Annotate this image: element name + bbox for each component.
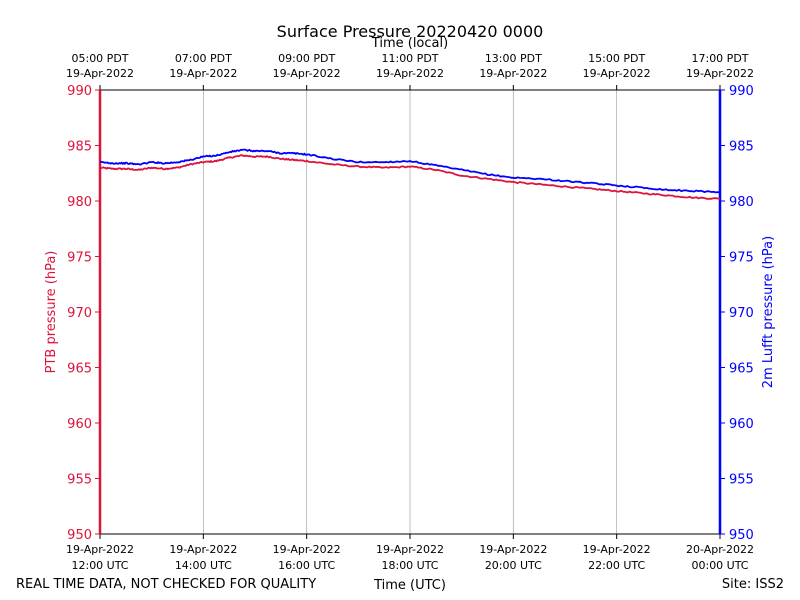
- top-x-tick-time: 09:00 PDT: [278, 52, 335, 65]
- top-x-tick-time: 13:00 PDT: [485, 52, 542, 65]
- bottom-x-tick-date: 19-Apr-2022: [583, 543, 651, 556]
- top-x-tick-date: 19-Apr-2022: [273, 67, 341, 80]
- right-y-tick-label: 950: [729, 528, 754, 543]
- series-layer: [99, 148, 721, 200]
- left-y-tick-label: 965: [67, 362, 92, 377]
- bottom-x-tick-time: 12:00 UTC: [71, 559, 128, 572]
- right-y-tick-label: 955: [729, 473, 754, 488]
- chart-title: Surface Pressure 20220420 0000: [277, 22, 544, 41]
- site-label: Site: ISS2: [722, 577, 784, 592]
- left-y-tick-label: 990: [67, 84, 92, 99]
- top-x-tick-date: 19-Apr-2022: [686, 67, 754, 80]
- right-y-axis: 950 955 960 965 970 975 980 985 990: [720, 84, 754, 543]
- top-x-tick-date: 19-Apr-2022: [66, 67, 134, 80]
- left-y-tick-label: 955: [67, 473, 92, 488]
- right-y-tick-label: 965: [729, 362, 754, 377]
- left-y-axis: 950 955 960 965 970 975 980 985 990: [67, 84, 100, 543]
- bottom-x-tick-date: 19-Apr-2022: [66, 543, 134, 556]
- top-x-tick-date: 19-Apr-2022: [479, 67, 547, 80]
- bottom-x-tick-time: 22:00 UTC: [588, 559, 645, 572]
- top-x-tick-time: 17:00 PDT: [691, 52, 748, 65]
- bottom-x-tick-time: 00:00 UTC: [691, 559, 748, 572]
- x-axis-label: Time (UTC): [373, 578, 446, 593]
- grid-lines: [202, 90, 618, 534]
- top-x-tick-time: 05:00 PDT: [71, 52, 128, 65]
- bottom-x-tick-date: 19-Apr-2022: [376, 543, 444, 556]
- left-y-tick-label: 950: [67, 528, 92, 543]
- left-y-axis-label: PTB pressure (hPa): [44, 251, 59, 374]
- bottom-x-tick-date: 20-Apr-2022: [686, 543, 754, 556]
- left-y-tick-label: 980: [67, 195, 92, 210]
- top-x-tick-time: 11:00 PDT: [381, 52, 438, 65]
- right-y-tick-label: 985: [729, 140, 754, 155]
- right-y-tick-label: 980: [729, 195, 754, 210]
- series-line-ptb-pressure: [99, 154, 721, 200]
- bottom-x-tick-time: 20:00 UTC: [485, 559, 542, 572]
- top-x-tick-date: 19-Apr-2022: [169, 67, 237, 80]
- top-x-tick-date: 19-Apr-2022: [583, 67, 651, 80]
- right-y-tick-label: 960: [729, 417, 754, 432]
- top-x-tick-date: 19-Apr-2022: [376, 67, 444, 80]
- right-y-tick-label: 990: [729, 84, 754, 99]
- bottom-x-tick-time: 18:00 UTC: [381, 559, 438, 572]
- top-axis-label: Time (local): [371, 36, 448, 51]
- series-line-lufft-pressure: [99, 148, 721, 194]
- bottom-x-tick-time: 16:00 UTC: [278, 559, 335, 572]
- data-quality-note: REAL TIME DATA, NOT CHECKED FOR QUALITY: [16, 577, 316, 592]
- left-y-tick-label: 960: [67, 417, 92, 432]
- bottom-x-tick-date: 19-Apr-2022: [169, 543, 237, 556]
- bottom-x-tick-date: 19-Apr-2022: [479, 543, 547, 556]
- left-y-tick-label: 975: [67, 251, 92, 266]
- top-x-axis: 05:00 PDT 19-Apr-2022 07:00 PDT 19-Apr-2022…: [66, 52, 754, 90]
- bottom-x-tick-time: 14:00 UTC: [175, 559, 232, 572]
- top-x-tick-time: 07:00 PDT: [175, 52, 232, 65]
- bottom-x-axis: 19-Apr-2022 12:00 UTC 19-Apr-2022 14:00 UTC…: [66, 534, 754, 572]
- right-y-tick-label: 970: [729, 306, 754, 321]
- right-y-axis-label: 2m Lufft pressure (hPa): [761, 236, 776, 388]
- left-y-tick-label: 970: [67, 306, 92, 321]
- right-y-tick-label: 975: [729, 251, 754, 266]
- top-x-tick-time: 15:00 PDT: [588, 52, 645, 65]
- left-y-tick-label: 985: [67, 140, 92, 155]
- bottom-x-tick-date: 19-Apr-2022: [273, 543, 341, 556]
